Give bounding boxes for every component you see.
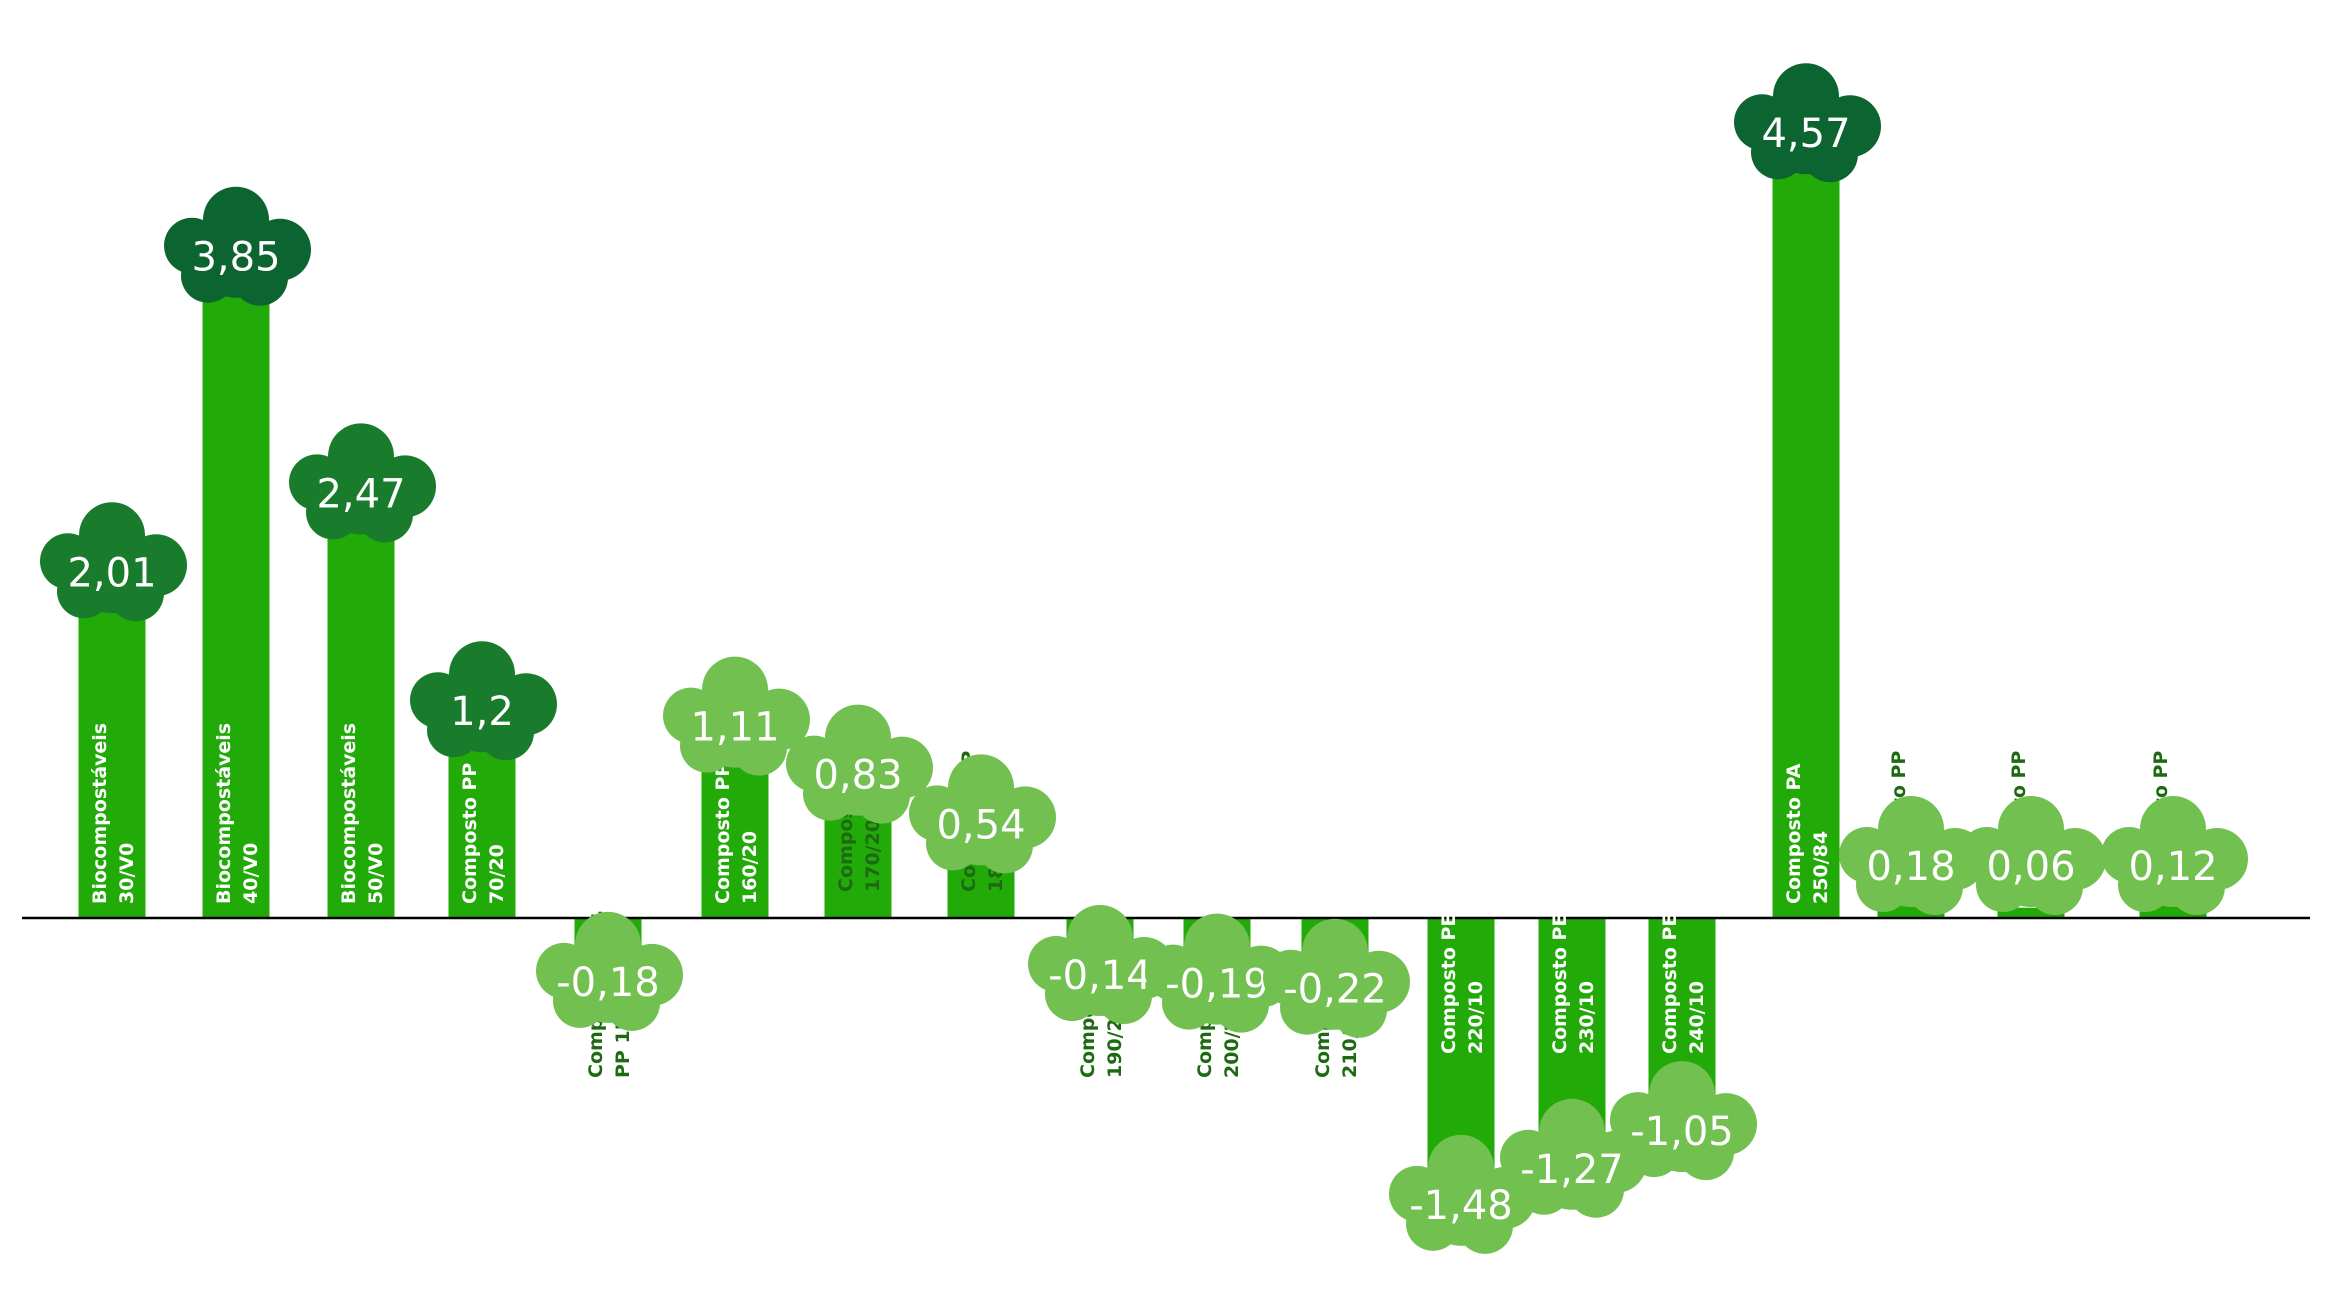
category-label: Biocompostáveis 30/V0 xyxy=(89,723,138,904)
value-cloud: 2,01 xyxy=(40,502,187,622)
category-label: Biocompostáveis 50/V0 xyxy=(338,723,387,904)
value-cloud: 0,83 xyxy=(786,704,933,824)
value-cloud: 0,06 xyxy=(1959,796,2106,915)
value-cloud: 0,54 xyxy=(909,754,1056,874)
value-label: 1,2 xyxy=(450,689,514,735)
category-label: Composto PP 160/20 xyxy=(712,763,761,904)
value-label: -1,05 xyxy=(1630,1109,1734,1155)
value-label: 0,18 xyxy=(1866,844,1955,890)
value-cloud: 0,18 xyxy=(1839,796,1986,915)
value-cloud: 2,47 xyxy=(289,423,436,543)
value-cloud: -0,18 xyxy=(536,911,683,1031)
value-cloud: 1,11 xyxy=(663,656,810,776)
value-label: 2,01 xyxy=(67,550,156,596)
value-cloud: 1,2 xyxy=(410,641,557,761)
value-clouds-layer: 2,01 3,85 2,47 1,2 -0,18 1,11 0,83 0,54 -0,14 -0,… xyxy=(40,63,2248,1254)
value-cloud: -1,27 xyxy=(1500,1098,1647,1218)
value-cloud: -1,48 xyxy=(1389,1134,1536,1254)
bar xyxy=(1427,918,1495,1172)
value-cloud: 4,57 xyxy=(1734,63,1881,183)
value-label: 4,57 xyxy=(1761,111,1850,157)
category-label: Composto PP 70/20 xyxy=(459,763,508,904)
value-label: 1,11 xyxy=(690,705,779,751)
value-label: 0,54 xyxy=(936,802,1025,848)
value-label: -1,27 xyxy=(1520,1147,1624,1193)
value-cloud: -0,22 xyxy=(1263,918,1410,1038)
value-label: 0,83 xyxy=(813,753,902,799)
value-label: 0,12 xyxy=(2128,844,2217,890)
value-cloud: -1,05 xyxy=(1610,1061,1757,1181)
category-label: Composto PE 240/10 xyxy=(1659,914,1708,1054)
value-label: -0,19 xyxy=(1165,962,1269,1008)
value-cloud: 0,12 xyxy=(2101,796,2248,915)
category-label: Biocompostáveis 40/V0 xyxy=(213,723,262,904)
category-label: Composto PA 250/84 xyxy=(1783,763,1832,904)
value-label: -0,22 xyxy=(1283,967,1387,1013)
bar xyxy=(78,573,146,918)
value-label: 0,06 xyxy=(1986,844,2075,890)
category-label: Composto PE 230/10 xyxy=(1549,914,1598,1054)
value-label: -0,14 xyxy=(1048,953,1152,999)
category-label: Composto PE 220/10 xyxy=(1438,914,1487,1054)
value-label: -0,18 xyxy=(556,960,660,1006)
value-cloud: 3,85 xyxy=(164,186,311,306)
bar xyxy=(202,257,270,919)
bar xyxy=(327,494,395,918)
value-label: 3,85 xyxy=(191,235,280,281)
value-cloud: -0,19 xyxy=(1145,913,1292,1033)
bar xyxy=(1997,907,2065,918)
value-label: -1,48 xyxy=(1409,1183,1513,1229)
bar xyxy=(1772,134,1840,918)
value-label: 2,47 xyxy=(316,471,405,517)
